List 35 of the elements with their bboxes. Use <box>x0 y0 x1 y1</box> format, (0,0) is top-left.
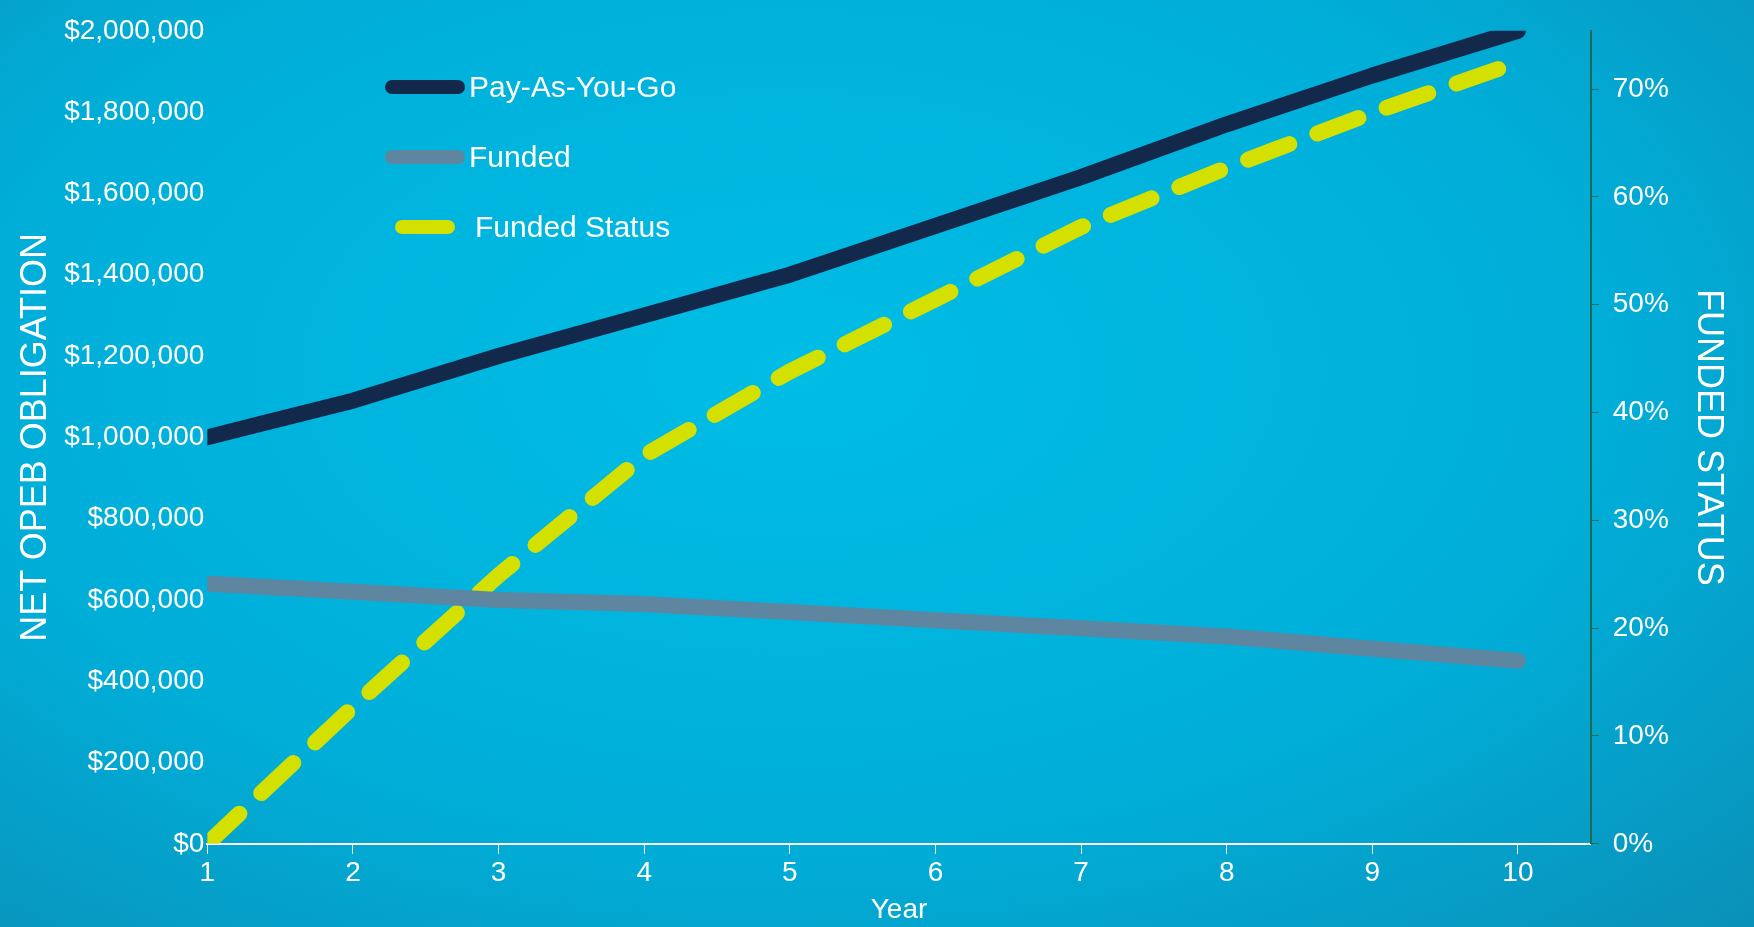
y-tick-label: $200,000 <box>87 745 205 777</box>
x-tick-label: 3 <box>490 856 507 888</box>
legend-label: Funded Status <box>475 210 671 244</box>
y-tick-label: $1,400,000 <box>64 257 205 289</box>
x-tick-label: 7 <box>1073 856 1089 888</box>
y-tick-label: $1,000,000 <box>64 420 205 452</box>
y2-tick-label: 30% <box>1612 503 1669 535</box>
y-tick-label: $2,000,000 <box>64 13 205 45</box>
x-tick-label: 5 <box>782 856 798 888</box>
y2-tick-label: 60% <box>1612 179 1669 211</box>
x-tick-label: 4 <box>636 856 652 888</box>
y-tick-label: $1,600,000 <box>64 176 205 208</box>
y2-tick-label: 20% <box>1612 610 1669 642</box>
y-tick-label: $1,200,000 <box>64 338 205 370</box>
y-tick-label: $600,000 <box>87 582 205 614</box>
legend-label: Funded <box>469 140 571 174</box>
y2-tick-label: 10% <box>1612 718 1669 750</box>
y2-tick-label: 70% <box>1612 71 1669 103</box>
y-tick-label: $0 <box>173 826 205 858</box>
y2-tick-label: 50% <box>1612 287 1669 319</box>
y2-tick-label: 40% <box>1612 395 1669 427</box>
y-tick-label: $400,000 <box>87 663 205 695</box>
x-tick-label: 1 <box>199 856 216 888</box>
x-tick-label: 6 <box>927 856 944 888</box>
x-axis-title: Year <box>870 892 928 924</box>
legend-label: Pay-As-You-Go <box>469 70 677 104</box>
y2-tick-label: 0% <box>1612 826 1654 858</box>
y-axis-title: NET OPEB OBLIGATION <box>12 232 54 642</box>
x-tick-label: 8 <box>1218 856 1235 888</box>
x-tick-label: 2 <box>345 856 361 888</box>
x-tick-label: 9 <box>1364 856 1381 888</box>
y-tick-label: $800,000 <box>87 501 205 533</box>
x-tick-label: 10 <box>1502 856 1534 888</box>
y2-axis-title: FUNDED STATUS <box>1690 288 1732 586</box>
y-tick-label: $1,800,000 <box>64 94 205 126</box>
